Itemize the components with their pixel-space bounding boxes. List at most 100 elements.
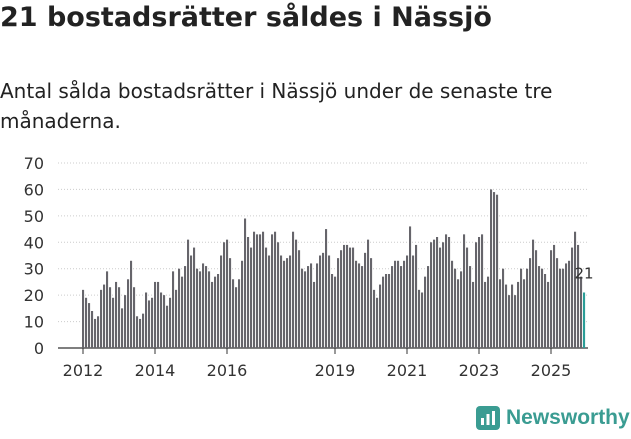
- bar: [343, 244, 346, 348]
- x-tick-label: 2014: [135, 361, 176, 380]
- bar: [562, 268, 565, 348]
- bar: [313, 281, 316, 348]
- bar: [385, 274, 388, 348]
- bars: [82, 189, 586, 348]
- bar: [274, 231, 277, 348]
- bar: [82, 289, 85, 348]
- bar: [511, 284, 514, 348]
- bar: [583, 292, 586, 348]
- bar: [478, 237, 481, 348]
- newsworthy-logo-icon: [476, 406, 500, 430]
- bar: [460, 271, 463, 348]
- bar: [418, 289, 421, 348]
- bar: [370, 258, 373, 348]
- bar: [271, 234, 274, 348]
- bar: [502, 268, 505, 348]
- bar: [367, 239, 370, 348]
- bar: [361, 266, 364, 348]
- bar: [85, 297, 88, 348]
- bar: [298, 250, 301, 348]
- bar: [229, 258, 232, 348]
- x-tick-label: 2023: [459, 361, 500, 380]
- bar: [223, 242, 226, 348]
- bar: [148, 300, 151, 348]
- bar: [160, 292, 163, 348]
- bar: [373, 289, 376, 348]
- bar: [232, 279, 235, 348]
- bar: [535, 250, 538, 348]
- bar: [493, 192, 496, 348]
- bar: [463, 234, 466, 348]
- bar: [496, 194, 499, 348]
- bar-chart: 0 10 20 30 40 50 60 70 2012 2014 2016 2019 2021 2023…: [24, 154, 594, 380]
- bar: [118, 287, 121, 348]
- x-tick-label: 2019: [315, 361, 356, 380]
- bar: [205, 266, 208, 348]
- y-tick-label: 60: [24, 180, 44, 199]
- bar: [166, 305, 169, 348]
- bar: [517, 281, 520, 348]
- bar: [490, 189, 493, 348]
- bar: [325, 229, 328, 348]
- bar: [541, 268, 544, 348]
- bar: [121, 308, 124, 348]
- bar: [292, 231, 295, 348]
- bar: [340, 250, 343, 348]
- bar: [154, 281, 157, 348]
- bar: [94, 318, 97, 348]
- bar: [88, 303, 91, 348]
- bar: [145, 292, 148, 348]
- bar: [388, 274, 391, 348]
- bar: [211, 281, 214, 348]
- bar: [157, 281, 160, 348]
- bar: [481, 234, 484, 348]
- bar: [346, 244, 349, 348]
- bar: [571, 247, 574, 348]
- bar: [400, 266, 403, 348]
- bar: [376, 297, 379, 348]
- bar: [580, 276, 583, 348]
- y-tick-label: 50: [24, 207, 44, 226]
- bar: [106, 271, 109, 348]
- y-tick-label: 40: [24, 233, 44, 252]
- x-tick-label: 2012: [63, 361, 104, 380]
- bar: [568, 260, 571, 348]
- bar: [208, 271, 211, 348]
- bar: [235, 287, 238, 348]
- bar: [253, 231, 256, 348]
- bar: [91, 311, 94, 348]
- bar: [553, 244, 556, 348]
- data-labels: 21: [574, 265, 593, 283]
- bar: [565, 263, 568, 348]
- bar: [178, 268, 181, 348]
- bar: [103, 284, 106, 348]
- bar: [412, 255, 415, 348]
- bar: [115, 281, 118, 348]
- bar: [172, 271, 175, 348]
- bar: [427, 266, 430, 348]
- bar: [322, 252, 325, 348]
- bar: [124, 295, 127, 348]
- bar: [445, 234, 448, 348]
- bar: [295, 239, 298, 348]
- y-tick-label: 30: [24, 260, 44, 279]
- bar: [457, 279, 460, 348]
- bar: [109, 287, 112, 348]
- bar: [538, 266, 541, 348]
- bar: [130, 260, 133, 348]
- bar: [310, 263, 313, 348]
- x-axis-ticks: 2012 2014 2016 2019 2021 2023 2025: [63, 348, 571, 380]
- bar: [529, 258, 532, 348]
- bar: [442, 242, 445, 348]
- bar: [364, 252, 367, 348]
- bar: [349, 247, 352, 348]
- bar: [484, 281, 487, 348]
- bar: [187, 239, 190, 348]
- bar: [475, 242, 478, 348]
- bar: [556, 258, 559, 348]
- bar: [397, 260, 400, 348]
- y-tick-label: 10: [24, 313, 44, 332]
- bar: [181, 276, 184, 348]
- bar: [136, 316, 139, 348]
- bar: [97, 316, 100, 348]
